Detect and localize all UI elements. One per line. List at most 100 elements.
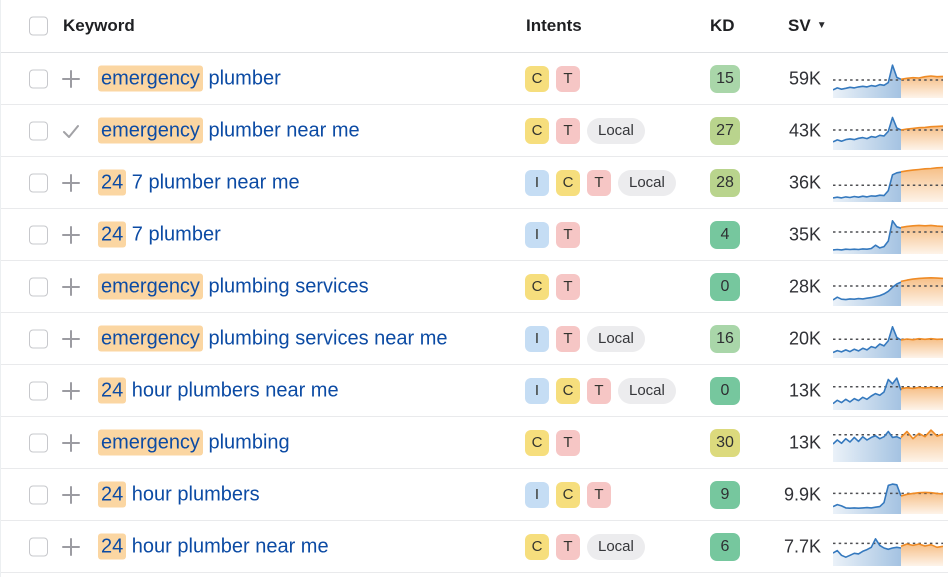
table-row: emergency plumber near me C T Local 27 43K (1, 105, 948, 157)
plus-icon (62, 69, 80, 88)
intent-badge-t: T (587, 169, 611, 196)
row-checkbox[interactable] (29, 485, 48, 504)
keyword-link[interactable]: emergency plumbing (98, 429, 290, 455)
keyword-rest: plumber near me (202, 119, 360, 141)
keyword-highlight: 24 (98, 169, 127, 195)
keyword-highlight: 24 (98, 481, 127, 507)
sv-trend-sparkline (832, 112, 944, 150)
kd-badge: 15 (710, 64, 740, 93)
table-row: 24 7 plumber near me I C T Local 28 36K (1, 157, 948, 209)
intent-badge-t: T (556, 65, 580, 92)
sv-trend-sparkline (832, 268, 944, 306)
add-keyword-button[interactable] (60, 536, 82, 558)
add-keyword-button[interactable] (60, 432, 82, 454)
select-all-checkbox[interactable] (29, 16, 48, 36)
row-checkbox[interactable] (29, 329, 48, 348)
sv-trend-sparkline (832, 216, 944, 254)
add-keyword-button[interactable] (60, 484, 82, 506)
table-row: 24 7 plumber I T 4 35K (1, 209, 948, 261)
keyword-link[interactable]: 24 7 plumber (98, 221, 221, 247)
added-check-button[interactable] (60, 120, 82, 142)
sv-value: 35K (788, 224, 821, 244)
row-checkbox[interactable] (29, 433, 48, 452)
row-checkbox[interactable] (29, 225, 48, 244)
row-checkbox[interactable] (29, 121, 48, 140)
sv-value: 36K (788, 172, 821, 192)
sv-trend-sparkline (832, 320, 944, 358)
intent-badges: I C T Local (525, 377, 676, 404)
sort-desc-icon: ▼ (816, 20, 827, 31)
keyword-highlight: emergency (98, 273, 203, 299)
sv-trend-sparkline (832, 60, 944, 98)
add-keyword-button[interactable] (60, 328, 82, 350)
keyword-rest: hour plumbers (126, 483, 260, 505)
column-header-intents: Intents (526, 16, 582, 35)
sv-trend-sparkline (832, 528, 944, 566)
intent-badge-c: C (525, 533, 549, 560)
intent-badge-c: C (525, 65, 549, 92)
add-keyword-button[interactable] (60, 68, 82, 90)
add-keyword-button[interactable] (60, 276, 82, 298)
row-checkbox[interactable] (29, 381, 48, 400)
keyword-highlight: 24 (98, 221, 127, 247)
intent-badge-t: T (556, 221, 580, 248)
kd-cell: 28 (707, 168, 743, 197)
intent-badges: C T Local (525, 117, 645, 144)
keyword-rest: plumbing services near me (202, 327, 448, 349)
sv-value: 13K (788, 432, 821, 452)
kd-badge: 16 (710, 324, 740, 353)
column-header-sv[interactable]: SV ▼ (788, 16, 827, 36)
keyword-highlight: emergency (98, 117, 203, 143)
table-row: emergency plumbing services C T 0 28K (1, 261, 948, 313)
kd-cell: 27 (707, 116, 743, 145)
keyword-link[interactable]: emergency plumbing services near me (98, 325, 448, 351)
keyword-link[interactable]: emergency plumber (98, 65, 281, 91)
table-row: emergency plumbing C T 30 13K (1, 417, 948, 469)
intent-badge-t: T (556, 273, 580, 300)
intent-badge-i: I (525, 481, 549, 508)
keyword-rest: 7 plumber near me (126, 171, 300, 193)
sv-trend-sparkline (832, 164, 944, 202)
row-checkbox[interactable] (29, 69, 48, 88)
plus-icon (62, 277, 80, 296)
intent-badge-local: Local (587, 117, 645, 144)
add-keyword-button[interactable] (60, 380, 82, 402)
row-checkbox[interactable] (29, 537, 48, 556)
keyword-link[interactable]: emergency plumber near me (98, 117, 360, 143)
keyword-rest: plumber (202, 67, 281, 89)
plus-icon (62, 485, 80, 504)
intent-badge-c: C (556, 169, 580, 196)
intent-badge-c: C (525, 429, 549, 456)
add-keyword-button[interactable] (60, 172, 82, 194)
sv-value: 59K (788, 68, 821, 88)
intent-badge-c: C (556, 377, 580, 404)
kd-cell: 15 (707, 64, 743, 93)
intent-badge-i: I (525, 169, 549, 196)
sv-value: 13K (788, 380, 821, 400)
keyword-link[interactable]: 24 hour plumber near me (98, 533, 329, 559)
add-keyword-button[interactable] (60, 224, 82, 246)
sv-value: 7.7K (783, 536, 821, 556)
kd-badge: 0 (710, 376, 740, 405)
keyword-rest: plumbing (202, 431, 290, 453)
kd-cell: 0 (707, 272, 743, 301)
kd-badge: 0 (710, 272, 740, 301)
intent-badges: C T Local (525, 533, 645, 560)
intent-badge-i: I (525, 377, 549, 404)
keyword-highlight: emergency (98, 65, 203, 91)
keyword-link[interactable]: 24 hour plumbers (98, 481, 260, 507)
keyword-rest: hour plumber near me (126, 535, 329, 557)
kd-badge: 27 (710, 116, 740, 145)
keyword-link[interactable]: 24 hour plumbers near me (98, 377, 339, 403)
keyword-link[interactable]: 24 7 plumber near me (98, 169, 300, 195)
sv-trend-sparkline (832, 424, 944, 462)
intent-badge-local: Local (618, 377, 676, 404)
keyword-link[interactable]: emergency plumbing services (98, 273, 369, 299)
row-checkbox[interactable] (29, 173, 48, 192)
intent-badges: I C T Local (525, 169, 676, 196)
kd-cell: 6 (707, 532, 743, 561)
intent-badge-local: Local (587, 533, 645, 560)
row-checkbox[interactable] (29, 277, 48, 296)
table-body: emergency plumber C T 15 59K emergency plumbe… (1, 53, 948, 573)
